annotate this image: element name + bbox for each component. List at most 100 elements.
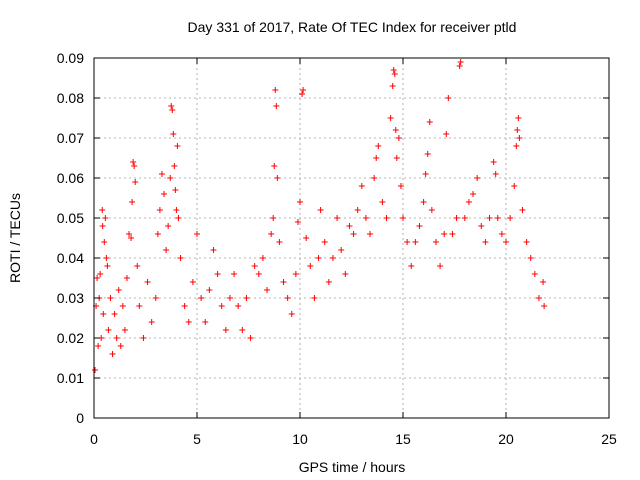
data-point <box>273 103 280 109</box>
data-point <box>527 255 534 261</box>
data-point <box>432 239 439 245</box>
data-point <box>165 223 172 229</box>
data-point <box>441 231 448 237</box>
data-point <box>152 295 159 301</box>
data-point <box>354 207 361 213</box>
data-point <box>437 263 444 269</box>
data-point <box>181 303 188 309</box>
data-point <box>453 215 460 221</box>
data-point <box>144 279 151 285</box>
data-point <box>492 171 499 177</box>
data-point <box>307 263 314 269</box>
data-point <box>519 207 526 213</box>
data-point <box>167 175 174 181</box>
data-point <box>128 235 135 241</box>
data-point <box>189 279 196 285</box>
x-tick-label: 20 <box>498 431 514 447</box>
y-tick-label: 0.08 <box>57 90 84 106</box>
data-point <box>214 271 221 277</box>
data-point <box>104 263 111 269</box>
data-point <box>172 187 179 193</box>
data-point <box>288 311 295 317</box>
data-point <box>424 151 431 157</box>
data-point <box>175 215 182 221</box>
data-point <box>226 295 233 301</box>
data-point <box>140 335 147 341</box>
data-point <box>426 119 433 125</box>
data-point <box>371 175 378 181</box>
data-point <box>177 255 184 261</box>
data-point <box>461 215 468 221</box>
data-point <box>449 231 456 237</box>
data-point <box>121 327 128 333</box>
data-point <box>174 143 181 149</box>
data-point <box>397 183 404 189</box>
data-point <box>375 143 382 149</box>
data-point <box>105 327 112 333</box>
data-point <box>379 199 386 205</box>
data-point <box>494 215 501 221</box>
data-point <box>235 303 242 309</box>
data-point <box>158 171 165 177</box>
data-point <box>465 199 472 205</box>
data-point <box>311 295 318 301</box>
data-point <box>94 275 101 281</box>
y-tick-label: 0.03 <box>57 290 84 306</box>
y-tick-label: 0.07 <box>57 130 84 146</box>
y-tick-label: 0.02 <box>57 330 84 346</box>
data-point <box>169 107 176 113</box>
data-point <box>97 271 104 277</box>
data-point <box>132 179 139 185</box>
data-point <box>513 143 520 149</box>
data-point <box>136 303 143 309</box>
data-point <box>276 239 283 245</box>
data-point <box>168 103 175 109</box>
y-tick-label: 0.06 <box>57 170 84 186</box>
data-point <box>255 271 262 277</box>
data-point <box>540 279 547 285</box>
data-point <box>194 231 200 237</box>
y-tick-label: 0.04 <box>57 250 84 266</box>
data-point <box>325 279 332 285</box>
data-point <box>243 295 250 301</box>
data-point <box>389 83 396 89</box>
x-tick-label: 25 <box>601 431 617 447</box>
data-point <box>92 367 99 373</box>
data-point <box>342 271 349 277</box>
data-point <box>498 231 505 237</box>
data-point <box>416 223 423 229</box>
data-point <box>541 303 548 309</box>
data-point <box>171 163 178 169</box>
data-point <box>404 239 411 245</box>
data-point <box>362 215 369 221</box>
data-point <box>268 231 275 237</box>
data-point <box>126 231 133 237</box>
x-tick-label: 10 <box>292 431 308 447</box>
data-point <box>392 127 399 133</box>
data-point <box>350 231 357 237</box>
data-point <box>284 295 291 301</box>
data-point <box>154 231 161 237</box>
data-point <box>346 223 353 229</box>
data-point <box>173 207 180 213</box>
data-point <box>109 351 116 357</box>
data-point <box>103 255 110 261</box>
data-point <box>299 91 306 97</box>
data-point <box>161 191 168 197</box>
data-point <box>470 191 477 197</box>
y-tick-label: 0 <box>76 410 84 426</box>
y-tick-label: 0.09 <box>57 50 84 66</box>
data-point <box>280 279 287 285</box>
data-point <box>251 263 258 269</box>
data-point <box>198 295 205 301</box>
data-point <box>210 247 217 253</box>
data-point <box>99 207 106 213</box>
data-point <box>101 239 108 245</box>
plot-frame <box>93 57 610 419</box>
data-point <box>99 223 106 229</box>
data-point <box>338 247 345 253</box>
data-point <box>185 319 192 325</box>
data-point <box>514 127 521 133</box>
